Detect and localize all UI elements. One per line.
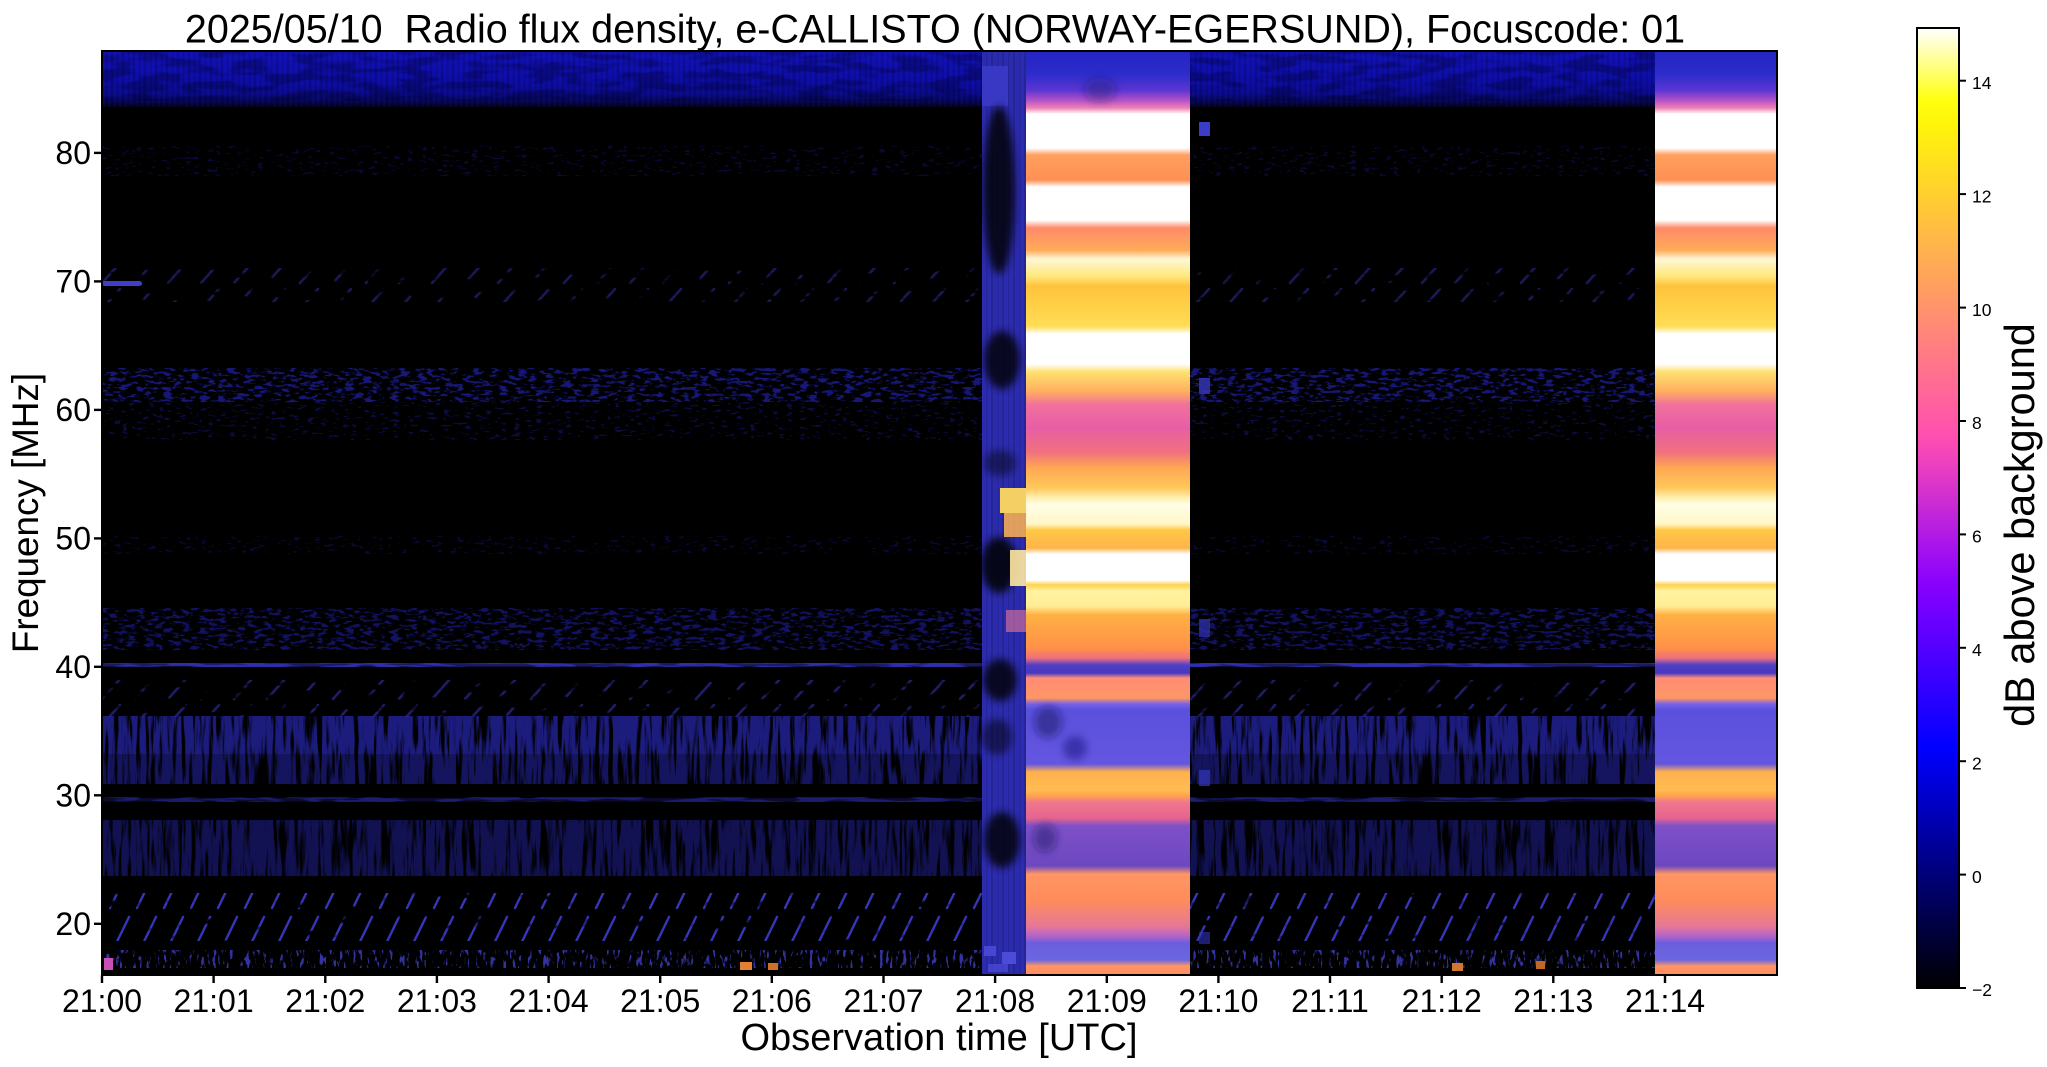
svg-text:21:11: 21:11	[1291, 983, 1369, 1019]
svg-text:10: 10	[1972, 300, 1992, 320]
svg-text:21:13: 21:13	[1513, 983, 1593, 1019]
svg-text:6: 6	[1972, 527, 1982, 547]
svg-text:60: 60	[55, 392, 91, 428]
svg-text:14: 14	[1972, 73, 1992, 93]
svg-text:Frequency [MHz]: Frequency [MHz]	[5, 373, 46, 653]
svg-text:30: 30	[55, 778, 91, 814]
svg-text:0: 0	[1972, 867, 1982, 887]
svg-text:21:07: 21:07	[843, 983, 923, 1019]
svg-text:Observation time [UTC]: Observation time [UTC]	[741, 1017, 1138, 1059]
svg-text:2025/05/10 Radio flux density: 2025/05/10 Radio flux density, e-CALLIST…	[185, 8, 1685, 52]
svg-text:70: 70	[55, 264, 91, 300]
svg-text:21:06: 21:06	[732, 983, 812, 1019]
svg-text:80: 80	[55, 135, 91, 171]
svg-text:21:01: 21:01	[174, 983, 254, 1019]
svg-text:21:04: 21:04	[509, 983, 589, 1019]
svg-text:21:10: 21:10	[1178, 983, 1258, 1019]
svg-text:−2: −2	[1972, 980, 1992, 1000]
svg-text:21:05: 21:05	[620, 983, 700, 1019]
svg-text:12: 12	[1972, 186, 1991, 206]
svg-text:dB above background: dB above background	[1996, 323, 2043, 727]
svg-text:21:12: 21:12	[1402, 983, 1482, 1019]
svg-text:8: 8	[1972, 413, 1982, 433]
svg-text:21:03: 21:03	[397, 983, 477, 1019]
svg-text:21:14: 21:14	[1625, 983, 1705, 1019]
svg-text:40: 40	[55, 649, 91, 685]
svg-text:21:09: 21:09	[1067, 983, 1147, 1019]
svg-text:21:08: 21:08	[955, 983, 1035, 1019]
svg-text:2: 2	[1972, 753, 1982, 773]
svg-text:21:02: 21:02	[285, 983, 365, 1019]
svg-text:21:00: 21:00	[62, 983, 142, 1019]
svg-text:20: 20	[55, 906, 91, 942]
svg-text:50: 50	[55, 521, 91, 557]
svg-text:4: 4	[1972, 640, 1982, 660]
